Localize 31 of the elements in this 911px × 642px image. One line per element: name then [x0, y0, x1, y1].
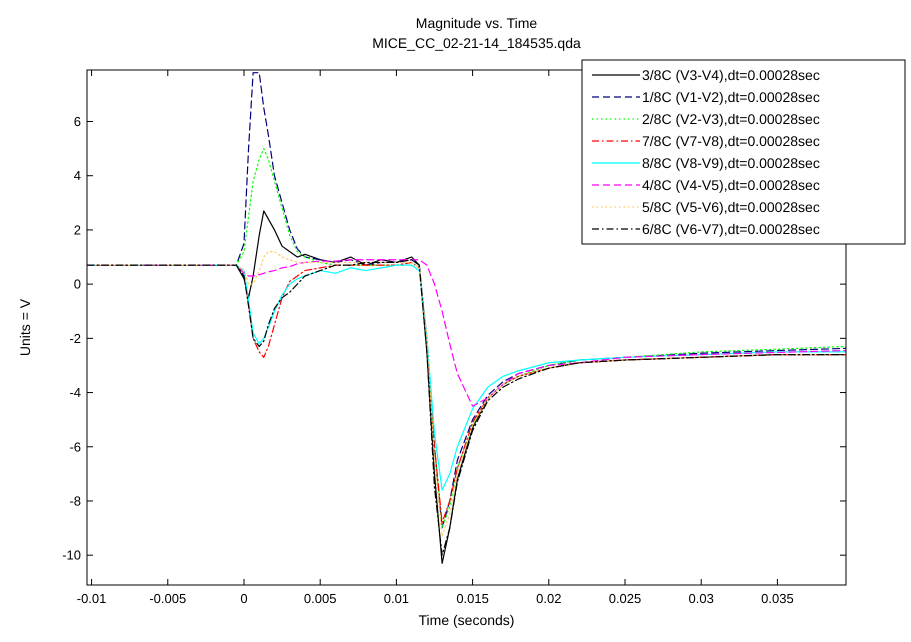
x-tick-label: -0.005: [149, 591, 186, 606]
chart-title: Magnitude vs. Time: [416, 15, 538, 31]
legend-label: 2/8C (V2-V3),dt=0.00028sec: [642, 111, 820, 127]
legend-label: 6/8C (V6-V7),dt=0.00028sec: [642, 221, 820, 237]
y-tick-label: 0: [74, 276, 81, 292]
x-tick-label: 0.005: [304, 591, 336, 606]
y-tick-label: 2: [74, 222, 81, 238]
x-tick-label: 0.02: [536, 591, 562, 606]
y-tick-label: -4: [69, 385, 81, 400]
legend-label: 8/8C (V8-V9),dt=0.00028sec: [642, 155, 820, 171]
chart-subtitle: MICE_CC_02-21-14_184535.qda: [372, 35, 581, 51]
legend-label: 5/8C (V5-V6),dt=0.00028sec: [642, 199, 820, 215]
y-tick-label: 4: [74, 168, 81, 184]
x-tick-label: -0.01: [76, 591, 106, 606]
x-tick-label: 0.01: [384, 591, 410, 606]
y-tick-label: -10: [62, 548, 81, 563]
x-tick-label: 0.03: [688, 591, 714, 606]
x-tick-label: 0.025: [608, 591, 642, 606]
y-tick-label: 6: [74, 114, 81, 129]
x-tick-label: 0: [240, 591, 248, 606]
legend-label: 3/8C (V3-V4),dt=0.00028sec: [642, 67, 820, 83]
legend-label: 4/8C (V4-V5),dt=0.00028sec: [642, 177, 820, 193]
y-tick-label: -6: [69, 439, 81, 454]
x-tick-label: 0.035: [761, 591, 794, 606]
x-tick-label: 0.015: [456, 591, 489, 606]
y-tick-label: -2: [69, 330, 81, 346]
x-axis-title: Time (seconds): [418, 612, 514, 628]
y-tick-label: -8: [69, 493, 81, 508]
y-axis-title: Units = V: [17, 298, 33, 356]
legend-label: 1/8C (V1-V2),dt=0.00028sec: [642, 89, 820, 105]
legend-label: 7/8C (V7-V8),dt=0.00028sec: [642, 133, 820, 149]
